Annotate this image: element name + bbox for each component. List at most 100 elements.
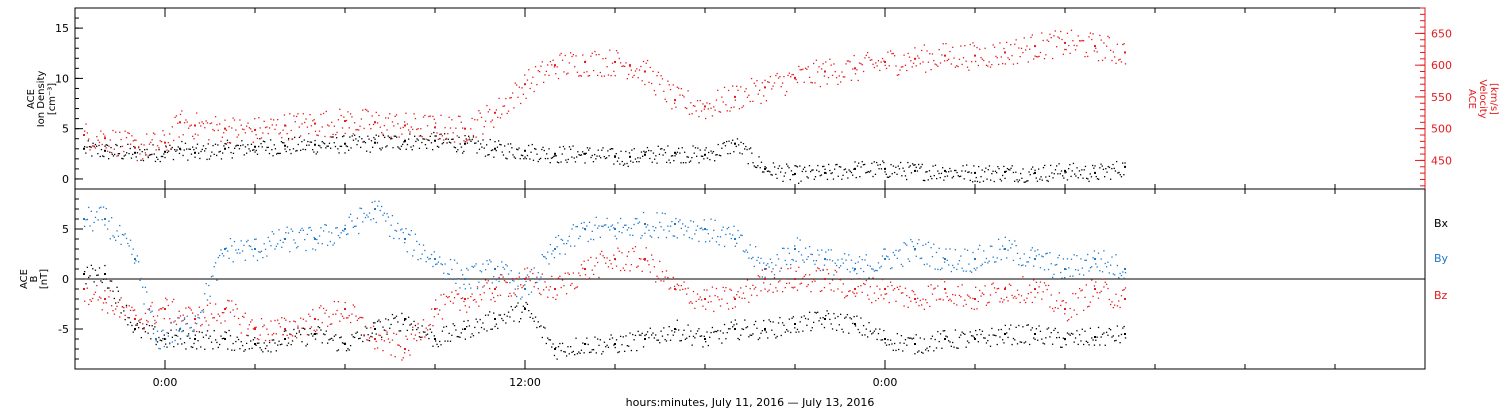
bx-dot — [479, 318, 481, 321]
velocity-dot — [151, 139, 153, 141]
bx-dot — [448, 332, 450, 335]
by-dot — [746, 251, 749, 253]
bz-dot — [1045, 284, 1047, 287]
bz-dot — [328, 316, 330, 318]
bz-dot — [1007, 300, 1009, 302]
by-point — [155, 338, 157, 340]
bx-dot — [1012, 337, 1015, 340]
bz-dot — [687, 287, 689, 289]
density-dot — [956, 171, 958, 174]
bz-dot — [84, 300, 86, 302]
velocity-dot — [447, 133, 449, 135]
bz-dot — [178, 310, 180, 312]
density-dot — [849, 170, 851, 173]
by-dot — [548, 263, 550, 265]
density-dot — [739, 152, 741, 154]
by-dot — [522, 278, 525, 280]
velocity-dot — [1000, 56, 1002, 58]
density-dot — [998, 168, 1000, 170]
bx-dot — [472, 335, 475, 337]
by-dot — [972, 251, 974, 254]
bx-dot — [1037, 339, 1039, 341]
by-dot — [474, 265, 476, 267]
bz-dot — [765, 268, 768, 270]
density-dot — [654, 158, 656, 160]
density-dot — [135, 156, 137, 158]
density-dot — [530, 151, 532, 153]
velocity-dot — [660, 75, 662, 77]
by-dot — [912, 245, 915, 248]
velocity-dot — [1042, 39, 1044, 42]
density-dot — [254, 151, 256, 153]
velocity-dot — [803, 81, 805, 83]
bx-dot — [401, 312, 403, 315]
bx-dot — [337, 349, 340, 351]
bz-dot — [147, 321, 149, 323]
bx-dot — [570, 345, 572, 348]
density-dot — [1098, 178, 1100, 180]
velocity-dot — [588, 74, 591, 77]
density-dot — [609, 148, 611, 151]
bx-dot — [759, 337, 761, 339]
density-dot — [507, 143, 509, 145]
by-dot — [757, 256, 759, 259]
density-dot — [559, 146, 561, 148]
bz-dot — [972, 297, 974, 300]
density-dot — [224, 142, 226, 145]
velocity-dot — [968, 69, 970, 71]
velocity-dot — [987, 65, 989, 67]
density-dot — [606, 157, 608, 159]
by-dot — [125, 237, 128, 240]
density-dot — [115, 143, 117, 146]
bx-dot — [694, 337, 696, 339]
bx-dot — [223, 337, 225, 339]
velocity-point — [284, 124, 286, 127]
density-dot — [480, 143, 482, 145]
density-dot — [526, 154, 529, 157]
velocity-dot — [1004, 63, 1006, 65]
bx-dot — [478, 332, 480, 334]
velocity-point — [644, 70, 646, 73]
by-dot — [205, 282, 207, 285]
density-dot — [265, 149, 267, 151]
velocity-dot — [957, 65, 959, 68]
by-dot — [694, 233, 696, 235]
density-dot — [828, 163, 830, 166]
velocity-dot — [534, 66, 537, 68]
bx-dot — [852, 322, 854, 325]
velocity-dot — [777, 77, 780, 79]
by-dot — [850, 259, 853, 261]
bz-dot — [894, 287, 896, 290]
by-dot — [953, 267, 955, 269]
velocity-dot — [899, 69, 901, 71]
velocity-dot — [993, 46, 996, 48]
bx-dot — [655, 334, 657, 336]
by-dot — [1061, 277, 1063, 279]
density-dot — [144, 149, 146, 151]
density-dot — [768, 170, 770, 172]
density-dot — [614, 155, 616, 157]
velocity-dot — [907, 52, 909, 55]
velocity-dot — [433, 118, 435, 120]
bx-dot — [209, 335, 211, 337]
bx-dot — [316, 333, 318, 335]
velocity-dot — [1074, 49, 1077, 51]
by-dot — [624, 224, 626, 226]
density-dot — [846, 171, 848, 173]
bz-dot — [285, 319, 287, 321]
by-dot — [930, 247, 932, 249]
bx-dot — [459, 336, 461, 338]
bx-dot — [321, 342, 323, 344]
velocity-dot — [794, 77, 796, 80]
by-dot — [278, 229, 280, 231]
velocity-dot — [991, 64, 993, 66]
bx-dot — [502, 319, 504, 322]
velocity-dot — [834, 70, 836, 73]
velocity-dot — [472, 134, 475, 137]
bx-dot — [1022, 326, 1024, 328]
velocity-dot — [1123, 43, 1125, 45]
by-dot — [294, 242, 296, 244]
by-dot — [537, 271, 539, 274]
velocity-dot — [929, 53, 931, 55]
density-dot — [364, 142, 367, 144]
